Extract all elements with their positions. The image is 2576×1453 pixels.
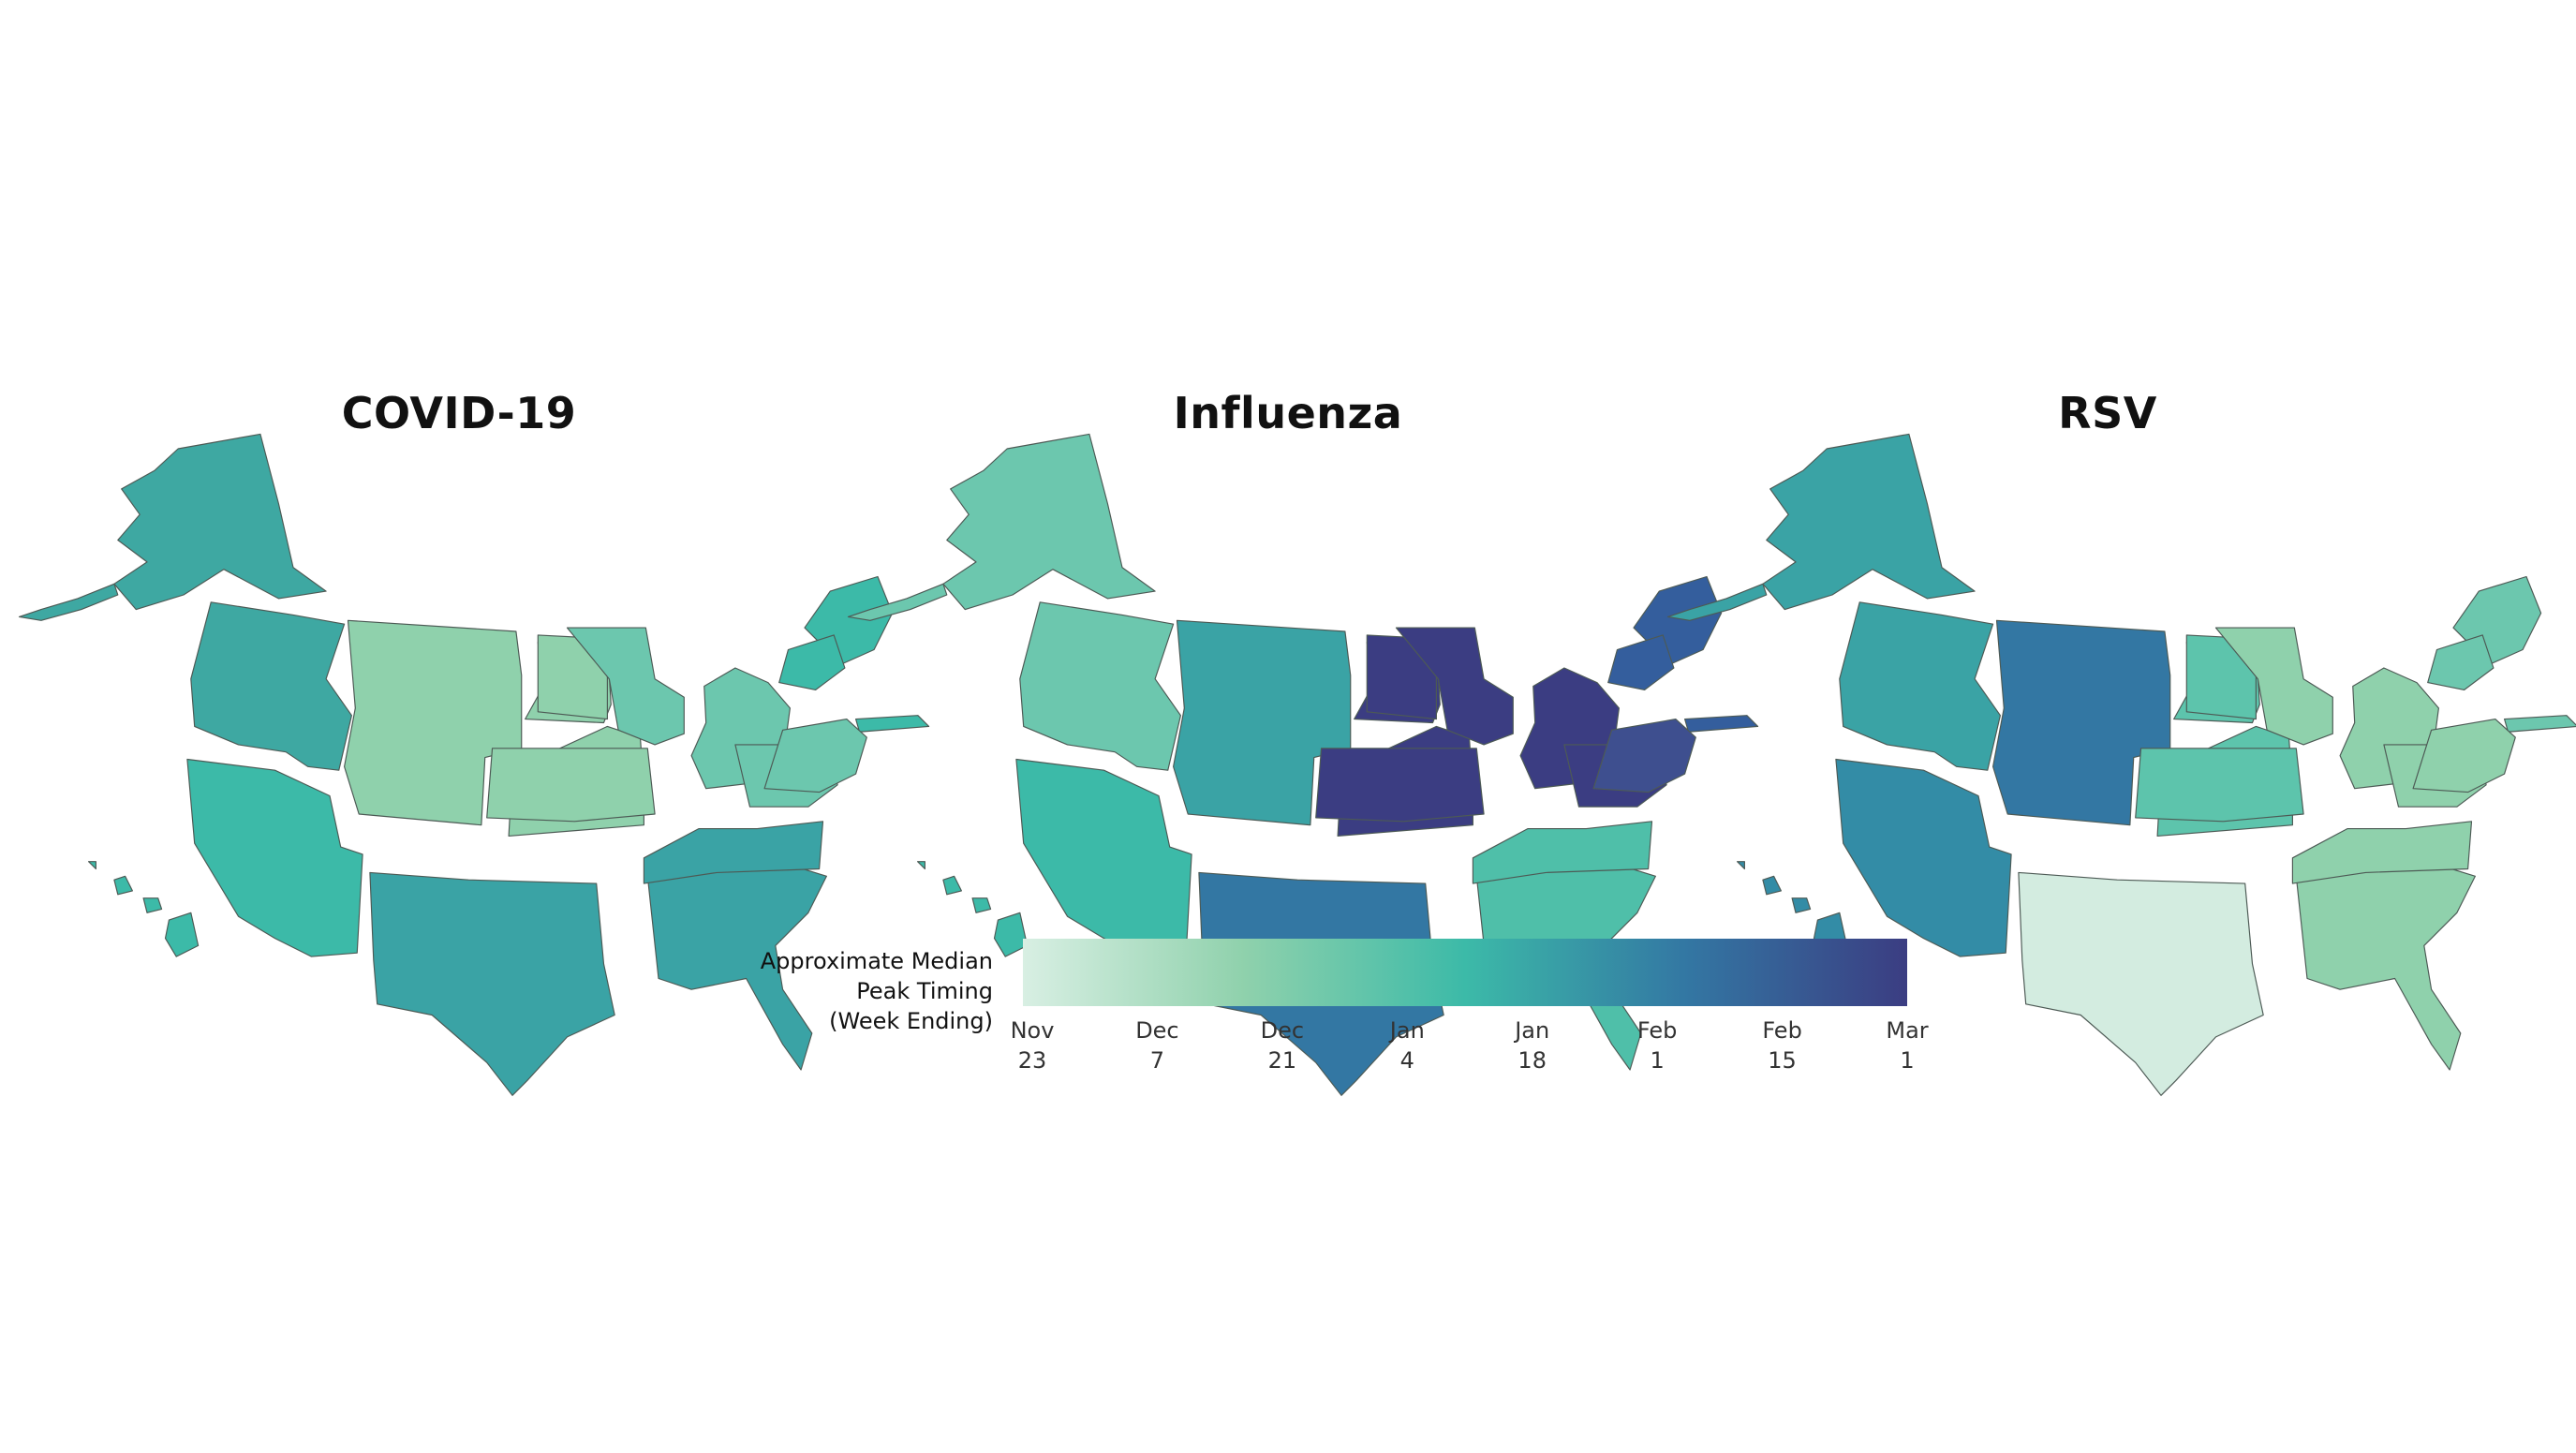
legend-tick-label: Feb 15 — [1726, 1016, 1839, 1075]
legend-title-line: (Week Ending) — [829, 1008, 993, 1034]
region-south-central — [369, 871, 615, 1096]
region-pacific-nw — [1839, 601, 2001, 771]
region-mountain-north — [1173, 619, 1352, 826]
map-regions — [1666, 433, 2576, 1096]
legend-tick-day: 15 — [1768, 1047, 1797, 1074]
region-pacific-nw — [1019, 601, 1181, 771]
region-mountain-north — [1992, 619, 2171, 826]
legend-tick-day: 1 — [1650, 1047, 1665, 1074]
legend-title: Approximate Median Peak Timing (Week End… — [712, 946, 993, 1036]
legend-tick-month: Nov — [1010, 1017, 1055, 1044]
legend-tick-label: Jan 18 — [1476, 1016, 1589, 1075]
legend-tick-label: Mar 1 — [1851, 1016, 1963, 1075]
region-new-england — [1607, 634, 1675, 690]
legend-tick-month: Jan — [1389, 1017, 1425, 1044]
region-new-england — [778, 634, 846, 690]
legend-color-bar — [1023, 939, 1907, 1006]
legend-tick-label: Dec 7 — [1101, 1016, 1213, 1075]
map-panel-rsv: RSV — [1666, 375, 2576, 1096]
region-hawaii — [917, 861, 1029, 957]
region-southeast — [646, 861, 827, 1071]
legend-tick-day: 23 — [1017, 1047, 1047, 1074]
legend-title-line: Approximate Median — [760, 948, 993, 974]
region-alaska — [113, 433, 327, 611]
region-mid-atlantic — [2412, 719, 2516, 793]
region-dakotas-plains — [1315, 748, 1485, 823]
region-mountain-north — [344, 619, 523, 826]
region-southeast — [643, 821, 824, 884]
region-upper-midwest — [1395, 627, 1514, 746]
region-southeast — [2295, 861, 2476, 1071]
map-title-covid: COVID-19 — [341, 388, 577, 438]
map-panel-covid: COVID-19 — [18, 375, 930, 1096]
legend-tick-label: Nov 23 — [976, 1016, 1088, 1075]
region-mid-atlantic — [763, 719, 867, 793]
region-new-england — [855, 715, 930, 733]
region-new-england — [2504, 715, 2576, 733]
legend-tick-month: Jan — [1515, 1017, 1550, 1044]
legend-tick-day: 18 — [1517, 1047, 1547, 1074]
legend-title-line: Peak Timing — [856, 978, 993, 1004]
region-southeast — [1472, 821, 1653, 884]
legend-tick-month: Feb — [1762, 1017, 1802, 1044]
region-upper-midwest — [2214, 627, 2333, 746]
region-alaska — [18, 583, 119, 621]
legend-tick-day: 4 — [1399, 1047, 1414, 1074]
region-new-england — [2427, 634, 2495, 690]
legend-tick-month: Feb — [1636, 1017, 1678, 1044]
region-southwest — [1835, 758, 2012, 957]
map-title-rsv: RSV — [2058, 388, 2157, 438]
us-map-rsv — [1666, 433, 2576, 1096]
legend-tick-day: 1 — [1900, 1047, 1915, 1074]
region-mid-atlantic — [1592, 719, 1696, 793]
region-alaska — [847, 583, 948, 621]
region-alaska — [942, 433, 1156, 611]
region-dakotas-plains — [2135, 748, 2304, 823]
region-dakotas-plains — [486, 748, 656, 823]
map-regions — [18, 433, 930, 1096]
legend-tick-day: 21 — [1267, 1047, 1297, 1074]
us-map-influenza — [847, 433, 1759, 1096]
legend-tick-label: Dec 21 — [1226, 1016, 1339, 1075]
region-south-central — [2018, 871, 2264, 1096]
region-alaska — [1666, 583, 1768, 621]
region-pacific-nw — [190, 601, 352, 771]
region-southwest — [186, 758, 363, 957]
region-hawaii — [1737, 861, 1848, 957]
legend-tick-label: Feb 1 — [1601, 1016, 1713, 1075]
legend-tick-label: Jan 4 — [1351, 1016, 1463, 1075]
legend-tick-day: 7 — [1149, 1047, 1165, 1074]
legend-tick-month: Dec — [1260, 1017, 1305, 1044]
map-panel-influenza: Influenza — [847, 375, 1759, 1096]
legend-tick-month: Mar — [1886, 1017, 1929, 1044]
us-map-covid — [18, 433, 930, 1096]
region-upper-midwest — [566, 627, 685, 746]
region-southeast — [2291, 821, 2473, 884]
region-hawaii — [88, 861, 200, 957]
color-legend: Approximate Median Peak Timing (Week End… — [712, 927, 1948, 1115]
legend-tick-month: Dec — [1135, 1017, 1179, 1044]
map-title-influenza: Influenza — [1173, 388, 1403, 438]
region-alaska — [1762, 433, 1976, 611]
region-new-england — [1684, 715, 1759, 733]
